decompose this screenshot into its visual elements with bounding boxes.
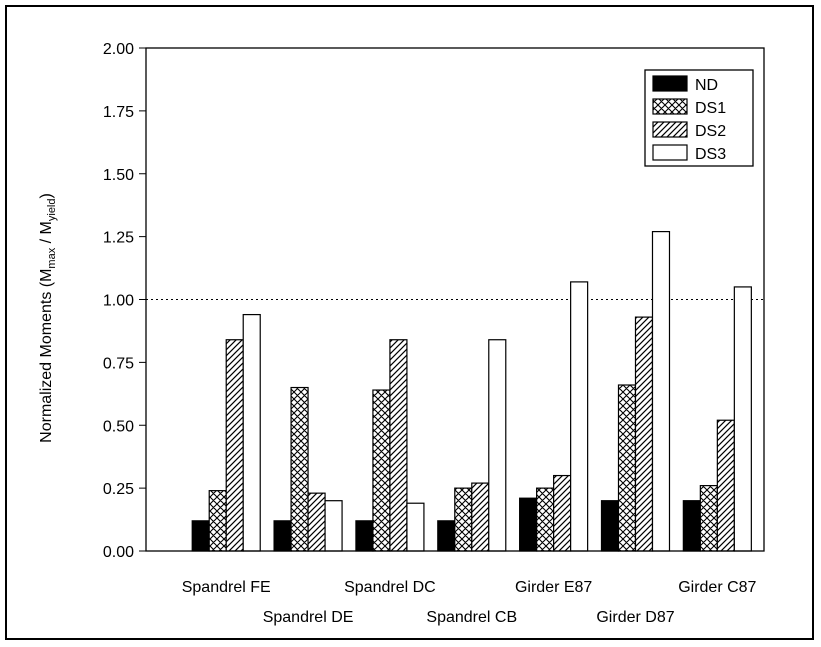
legend-swatch-ds2	[652, 121, 688, 138]
bar-ds3-girder-e87	[570, 281, 589, 552]
bar-ds3-spandrel-fe	[242, 313, 261, 552]
bar-nd-girder-d87	[600, 500, 620, 552]
bar-ds2-girder-e87	[553, 474, 572, 552]
legend-label-nd: ND	[695, 77, 718, 94]
bar-nd-spandrel-cb	[437, 520, 456, 552]
y-tick-label: 0.00	[103, 544, 134, 561]
bar-ds2-spandrel-de	[307, 492, 326, 552]
bar-ds1-spandrel-fe	[208, 490, 227, 552]
bars	[191, 230, 752, 552]
legend-swatch-nd	[652, 75, 688, 92]
y-tick-label: 0.75	[103, 355, 134, 372]
y-axis-label-sub-yield: yield	[46, 198, 58, 221]
y-tick-label: 0.25	[103, 481, 134, 498]
category-label: Girder C87	[678, 579, 756, 596]
y-axis-label-suffix: )	[38, 193, 55, 198]
y-tick-label: 1.00	[103, 293, 134, 310]
bar-nd-girder-e87	[519, 497, 538, 552]
y-tick-label: 1.50	[103, 167, 134, 184]
y-tick-labels: 0.00 0.25 0.50 0.75 1.00 1.25 1.50 1.75 2.00	[103, 41, 134, 561]
y-axis-label-prefix: Normalized Moments (M	[38, 269, 55, 443]
y-tick-label: 2.00	[103, 41, 134, 58]
y-tick-label: 1.25	[103, 230, 134, 247]
bar-ds3-spandrel-de	[324, 500, 343, 552]
legend-label-ds2: DS2	[695, 123, 726, 140]
legend-label-ds3: DS3	[695, 146, 726, 163]
category-label: Spandrel FE	[182, 579, 271, 596]
y-axis-label-middle: / M	[38, 221, 55, 248]
bar-ds1-girder-e87	[536, 487, 555, 552]
bar-ds2-spandrel-dc	[389, 339, 408, 552]
bar-nd-spandrel-de	[273, 520, 292, 552]
bar-ds3-girder-c87	[733, 286, 752, 552]
y-axis-label: Normalized Moments (Mmax / Myield)	[38, 193, 58, 443]
y-tick-label: 1.75	[103, 104, 134, 121]
plot-area-border	[145, 47, 765, 552]
bar-ds1-girder-d87	[617, 384, 637, 552]
bar-nd-spandrel-fe	[191, 520, 210, 552]
legend-swatch-ds1	[652, 98, 688, 115]
bar-ds3-spandrel-cb	[488, 339, 507, 552]
bar-ds1-spandrel-de	[290, 386, 309, 552]
axes	[139, 47, 765, 552]
category-label: Spandrel DC	[344, 579, 436, 596]
bar-ds1-spandrel-cb	[454, 487, 473, 552]
y-axis-label-sub-max: max	[46, 247, 58, 268]
category-label: Spandrel DE	[263, 609, 354, 626]
category-label: Girder E87	[515, 579, 592, 596]
bar-ds2-girder-c87	[716, 419, 735, 552]
category-label: Girder D87	[596, 609, 674, 626]
bar-ds1-girder-c87	[699, 485, 718, 552]
bar-ds2-spandrel-cb	[471, 482, 490, 552]
bar-ds2-spandrel-fe	[225, 339, 244, 552]
category-label: Spandrel CB	[426, 609, 517, 626]
y-tick-label: 0.50	[103, 418, 134, 435]
bar-ds2-girder-d87	[634, 316, 654, 552]
bar-ds3-spandrel-dc	[406, 502, 425, 552]
legend: ND DS1 DS2 DS3	[644, 69, 754, 167]
bar-nd-girder-c87	[682, 500, 701, 552]
chart-frame	[5, 5, 814, 640]
bar-nd-spandrel-dc	[355, 520, 374, 552]
bar-ds3-girder-d87	[651, 230, 671, 552]
legend-label-ds1: DS1	[695, 100, 726, 117]
category-labels: Spandrel FE Spandrel DE Spandrel DC Spandre…	[182, 579, 757, 626]
bar-ds1-spandrel-dc	[372, 389, 391, 552]
legend-swatch-ds3	[652, 144, 688, 161]
